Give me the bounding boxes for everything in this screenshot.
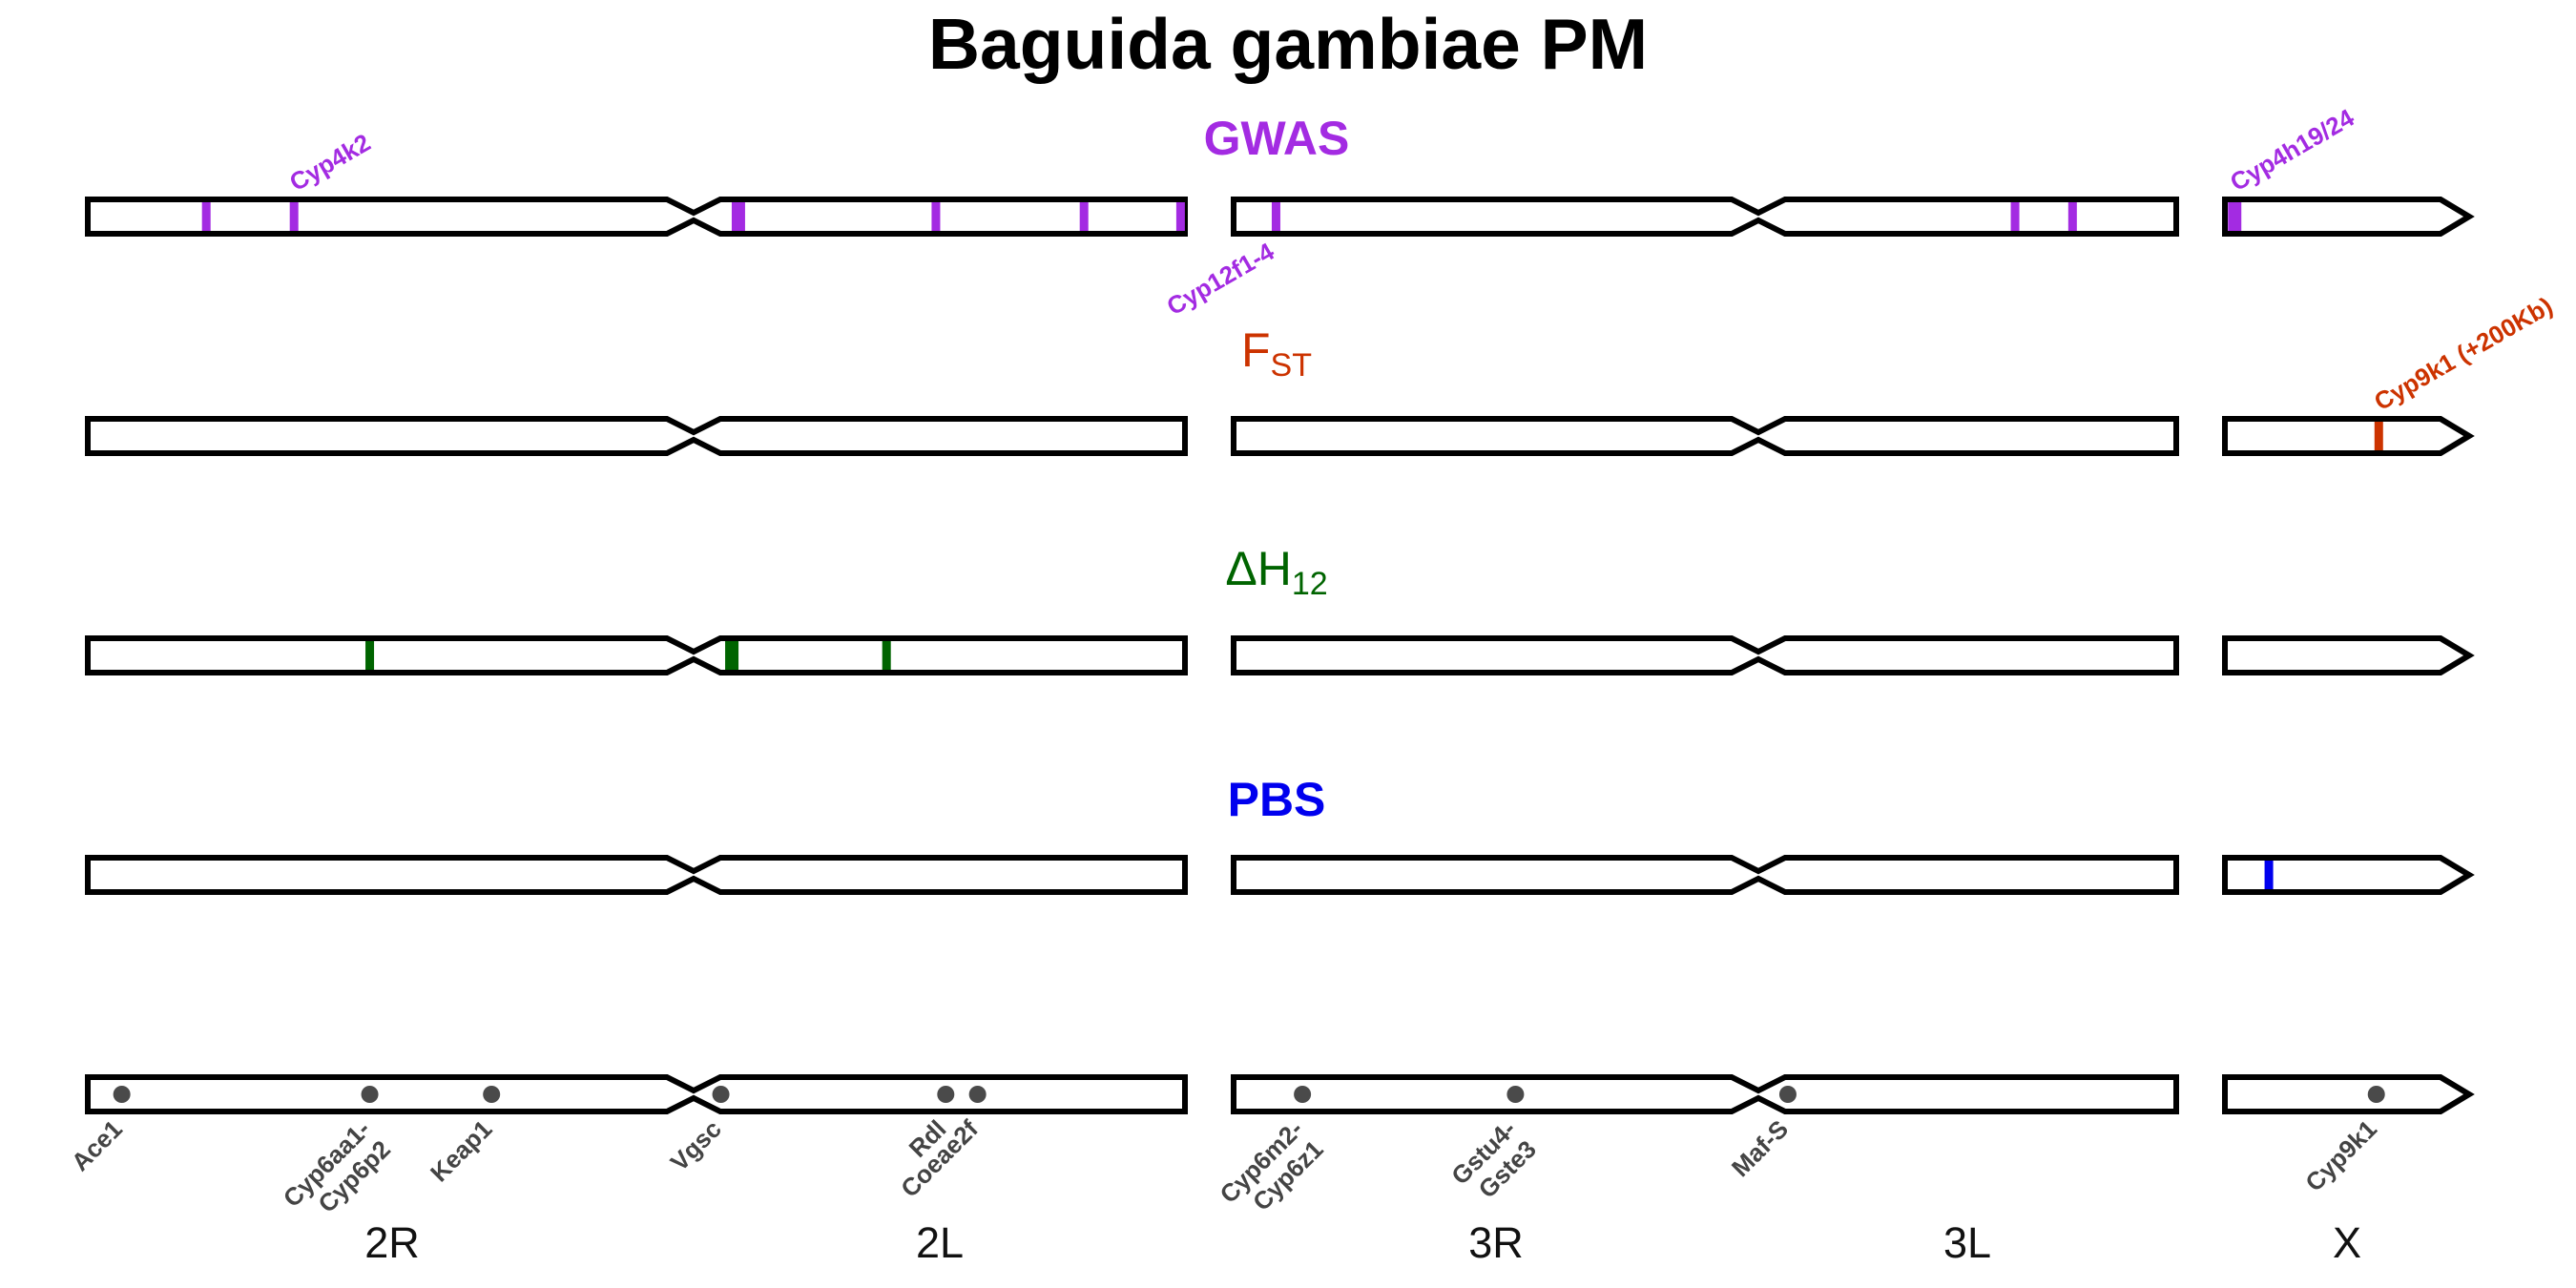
- h12-hit-mark: [365, 641, 375, 670]
- track-title-main: PBS: [1228, 773, 1326, 826]
- arm-label-2R: 2R: [364, 1218, 420, 1267]
- arm-label-X: X: [2333, 1218, 2361, 1267]
- gwas-hit-mark: [2067, 202, 2077, 231]
- gene-label: Cyp9k1: [2299, 1114, 2382, 1197]
- genes-chromosome-X: [2222, 1074, 2475, 1114]
- gene-dot: [361, 1086, 379, 1103]
- gene-dot: [712, 1086, 730, 1103]
- gwas-hit-mark: [1079, 202, 1089, 231]
- pbs-hit-mark: [2264, 861, 2274, 889]
- gene-label-line: Cyp9k1: [2299, 1114, 2382, 1197]
- track-title-subscript: 12: [1292, 566, 1328, 602]
- gene-dot: [2367, 1086, 2385, 1103]
- genes-chromosome-2: [85, 1074, 1188, 1114]
- gene-label: Maf-S: [1726, 1114, 1794, 1182]
- gene-label: Cyp6m2-Cyp6z1: [1214, 1114, 1328, 1229]
- gwas-hit-mark: [931, 202, 941, 231]
- fst-hit-mark: [2374, 422, 2383, 450]
- track-title-main: ΔH: [1225, 542, 1292, 595]
- track-h12: ΔH12: [85, 542, 2475, 675]
- gene-label-line: Maf-S: [1726, 1114, 1794, 1182]
- h12-hit-mark: [725, 641, 739, 670]
- gwas-hit-mark: [2010, 202, 2020, 231]
- gwas-hit-label: Cyp4k2: [284, 128, 375, 197]
- gwas-hit-label: Cyp4h19/24: [2225, 103, 2359, 197]
- h12-chromosome-X: [2222, 635, 2475, 675]
- fst-chromosome-X: [2222, 416, 2475, 456]
- track-fst: FST Cyp9k1 (+200Kb): [85, 291, 2557, 456]
- gene-dot: [1778, 1086, 1797, 1103]
- fst-hit-label: Cyp9k1 (+200Kb): [2369, 291, 2557, 416]
- gene-label-line: Vgsc: [665, 1114, 727, 1176]
- gene-dot: [1294, 1086, 1312, 1103]
- track-gwas: GWAS Cyp4k2 Cyp12f1-4 Cyp4h19/24: [85, 103, 2475, 321]
- gene-dot: [113, 1086, 131, 1103]
- genes-chromosome-3: [1231, 1074, 2179, 1114]
- track-title-main: F: [1241, 323, 1271, 377]
- track-title-fst: FST: [1241, 323, 1312, 384]
- arm-label-3R: 3R: [1468, 1218, 1524, 1267]
- gwas-chromosome-2: [85, 197, 1188, 237]
- gwas-hit-mark: [731, 202, 745, 231]
- fst-chromosome-3: [1231, 416, 2179, 456]
- gene-dot: [968, 1086, 987, 1103]
- pbs-chromosome-2: [85, 855, 1188, 895]
- track-title-subscript: ST: [1271, 347, 1312, 384]
- pbs-chromosome-X: [2222, 855, 2475, 895]
- h12-hit-mark: [882, 641, 891, 670]
- track-title-gwas: GWAS: [1204, 112, 1350, 165]
- track-title-h12: ΔH12: [1225, 542, 1327, 602]
- gwas-hit-mark: [289, 202, 299, 231]
- track-title-pbs: PBS: [1228, 773, 1326, 826]
- pbs-chromosome-3: [1231, 855, 2179, 895]
- gwas-chromosome-X: [2222, 197, 2475, 237]
- gene-dot: [1506, 1086, 1525, 1103]
- gene-label-line: Ace1: [66, 1114, 128, 1176]
- gene-label: Keap1: [425, 1114, 497, 1187]
- gene-label: Ace1: [66, 1114, 128, 1176]
- tracks-layer: GWAS Cyp4k2 Cyp12f1-4 Cyp4h19/24 FST Cyp9k1 (…: [85, 103, 2557, 895]
- gwas-hit-mark: [1175, 202, 1185, 231]
- track-title-main: GWAS: [1204, 112, 1350, 165]
- gene-dot: [483, 1086, 501, 1103]
- arm-label-2L: 2L: [916, 1218, 964, 1267]
- gwas-chromosome-3: [1231, 197, 2179, 237]
- gwas-hit-mark: [201, 202, 211, 231]
- fst-chromosome-2: [85, 416, 1188, 456]
- gene-label: Vgsc: [665, 1114, 727, 1176]
- h12-chromosome-3: [1231, 635, 2179, 675]
- gwas-hit-mark: [1271, 202, 1280, 231]
- gene-dot: [937, 1086, 955, 1103]
- gene-label: Gstu4-Gste3: [1445, 1114, 1542, 1211]
- gwas-hit-label: Cyp12f1-4: [1162, 237, 1279, 321]
- gwas-hit-mark: [2228, 202, 2242, 231]
- h12-chromosome-2: [85, 635, 1188, 675]
- gene-label: Cyp6aa1-Cyp6p2: [278, 1114, 396, 1233]
- track-pbs: PBS: [85, 773, 2475, 895]
- gene-label-line: Keap1: [425, 1114, 497, 1187]
- arm-labels: 2R 2L 3R 3L X: [364, 1218, 2361, 1267]
- figure-title: Baguida gambiae PM: [928, 4, 1648, 84]
- arm-label-3L: 3L: [1943, 1218, 1991, 1267]
